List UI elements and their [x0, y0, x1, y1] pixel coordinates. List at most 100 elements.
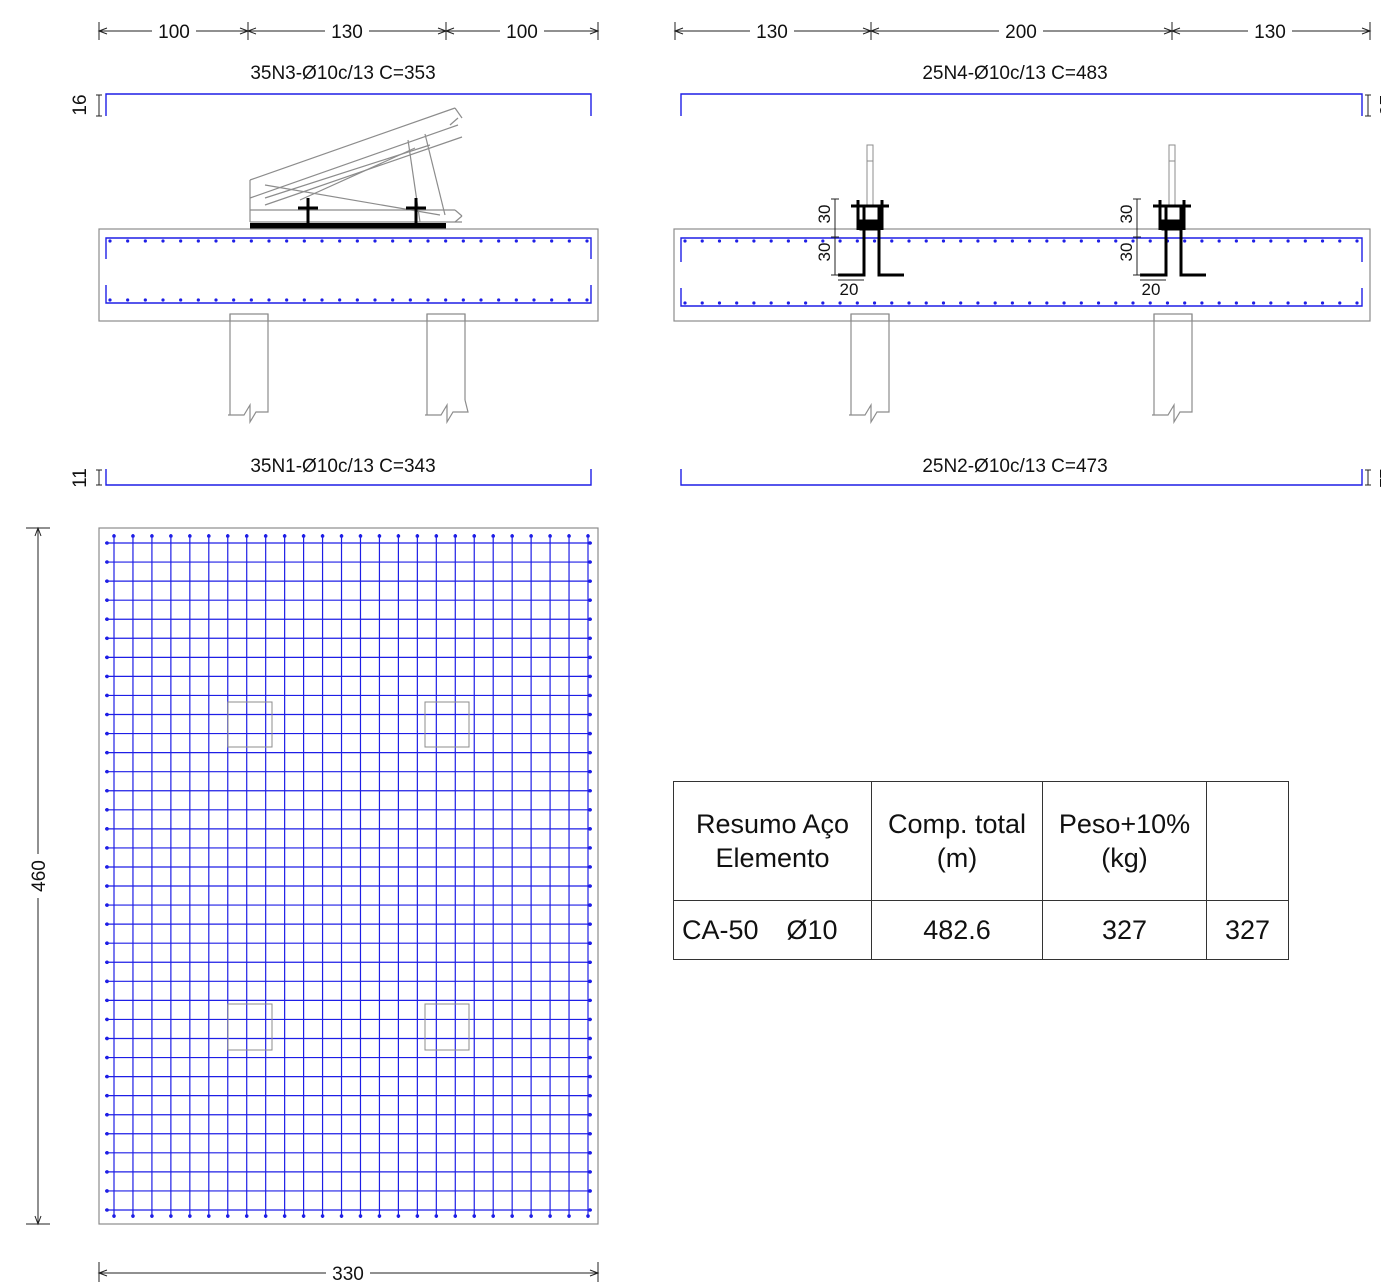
rebar-dot: [1303, 301, 1307, 305]
rebar-dot: [1183, 301, 1187, 305]
rebar-dot: [514, 239, 518, 243]
rebar-dot: [855, 239, 859, 243]
rebar-dot: [1062, 301, 1066, 305]
rebar-dot: [700, 301, 704, 305]
column-footprints: [227, 701, 470, 1051]
rebar-dot: [105, 560, 109, 564]
rebar-dot: [188, 1214, 192, 1218]
rebar-dot: [588, 1131, 592, 1136]
rebar-dot: [588, 1208, 592, 1212]
hook-dim-n2-text: 11: [1375, 468, 1381, 488]
bar-n2-shape: [680, 469, 1363, 486]
rebar-dot: [838, 239, 842, 243]
rebar-dot: [1234, 301, 1238, 305]
rebar-dot: [105, 1112, 109, 1117]
rebar-dot: [302, 239, 306, 243]
rebar-dot: [1079, 301, 1083, 305]
rebar-dot: [1338, 301, 1342, 305]
rebar-dot: [588, 1151, 592, 1155]
bar-n4-label: 25N4-Ø10c/13 C=483: [922, 63, 1107, 84]
rebar-dot: [105, 598, 109, 602]
rebar-dot: [1131, 301, 1135, 305]
table-row: CA-50 Ø10 482.6 327 327: [673, 900, 1289, 960]
rebar-dot: [1286, 239, 1290, 243]
rebar-dot: [1010, 239, 1014, 243]
rebar-dot: [588, 998, 592, 1003]
rebar-dot: [804, 239, 808, 243]
bar-n4-shape: [680, 93, 1363, 116]
rebar-top-right: [680, 237, 1363, 262]
rebar-dot: [588, 579, 592, 583]
rebar-dot: [377, 1214, 382, 1218]
rebar-dot: [588, 1170, 592, 1174]
header-empty: [1206, 781, 1289, 901]
rebar-dot: [838, 301, 842, 305]
rebar-dot: [588, 1055, 592, 1060]
rebar-dot: [105, 884, 109, 888]
rebar-dot: [588, 922, 592, 926]
rebar-dot: [491, 534, 496, 538]
header-resumo-text: Resumo Aço Elemento: [695, 809, 850, 873]
rebar-dot: [301, 1214, 306, 1218]
rebar-dot: [588, 674, 592, 679]
rebar-bottom-left: [105, 285, 592, 304]
rebar-dot: [586, 534, 590, 538]
rebar-dot: [588, 712, 592, 717]
rebar-dot: [1320, 301, 1325, 305]
rebar-dots-right: [683, 239, 1359, 305]
plan-height-text: 460: [29, 860, 50, 892]
anchor2-dim-v2: 30: [1117, 243, 1136, 262]
rebar-dot: [735, 239, 739, 243]
bar-n1-shape: [105, 469, 592, 486]
rebar-dot: [105, 541, 109, 545]
footing-section-left: [98, 228, 599, 322]
rebar-dot: [1045, 239, 1049, 243]
bar-n2-label: 25N2-Ø10c/13 C=473: [922, 456, 1107, 477]
anchor1-dim-h: 20: [840, 280, 859, 299]
column-anchor-detail-1: [831, 144, 904, 281]
rebar-dot: [700, 239, 704, 243]
rebar-dot: [444, 239, 448, 243]
rebar-dot: [1200, 301, 1204, 305]
rebar-dot: [453, 534, 458, 538]
rebar-dot: [105, 693, 109, 698]
plan-width-text: 330: [332, 1264, 364, 1284]
header-peso: Peso+10% (kg): [1042, 781, 1207, 901]
rebar-dot: [532, 239, 536, 243]
rebar-dot: [161, 239, 165, 243]
rebar-dot: [491, 1214, 496, 1218]
rebar-dot: [683, 301, 687, 305]
rebar-dot: [472, 1214, 477, 1218]
rebar-dot: [373, 239, 377, 243]
rebar-dot: [207, 1214, 211, 1218]
hook-dim-n3-text: 16: [70, 94, 91, 115]
rebar-dot: [108, 298, 112, 302]
bar-n1-label: 35N1-Ø10c/13 C=343: [250, 456, 435, 477]
rebar-dot: [752, 301, 756, 305]
rebar-dot: [567, 1214, 571, 1218]
rebar-dot: [161, 298, 165, 302]
rebar-dot: [391, 239, 395, 243]
rebar-dot: [426, 239, 430, 243]
rebar-dot: [821, 239, 825, 243]
header-comp-text: Comp. total (m): [887, 809, 1027, 873]
rebar-dot: [1028, 239, 1032, 243]
rebar-dot: [1096, 239, 1101, 243]
hook-dim-n1-text: 11: [70, 468, 91, 488]
rebar-dot: [1148, 301, 1152, 305]
rebar-dot: [426, 298, 430, 302]
rebar-dot: [924, 239, 928, 243]
rebar-dot: [105, 1208, 109, 1212]
hook-dim-n3: [96, 94, 102, 117]
rebar-dot: [1165, 301, 1170, 305]
rebar-dot: [108, 239, 112, 243]
rebar-dot: [434, 534, 439, 538]
rebar-dot: [1320, 239, 1325, 243]
rebar-dot: [550, 239, 554, 243]
rebar-dot: [1217, 239, 1221, 243]
rebar-dot: [588, 1036, 592, 1041]
rebar-dot: [105, 846, 109, 850]
rebar-dot: [232, 298, 236, 302]
rebar-dot: [872, 301, 877, 305]
dim-right-2: 200: [1005, 22, 1037, 43]
